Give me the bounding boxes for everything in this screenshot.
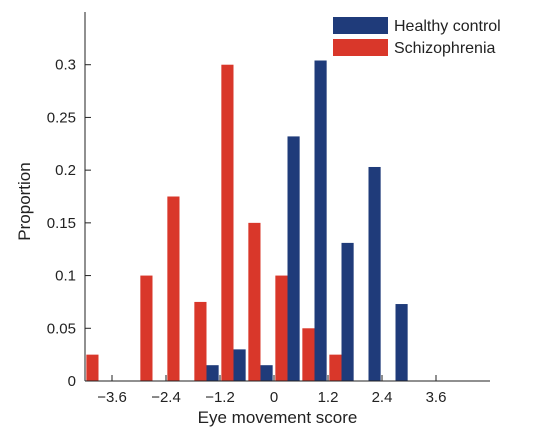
ticks-layer: 0 0.05 0.1 0.15 0.2 0.25 0.3 −3.6 −2.4 −1.2 0 1.2 2.… — [47, 57, 447, 406]
bar-schizophrenia-9 — [329, 354, 342, 381]
bar-healthy-control-7 — [287, 136, 300, 381]
bar-healthy-control-6 — [260, 365, 273, 381]
legend-swatch-healthy-control — [333, 17, 388, 34]
bar-healthy-control-5 — [233, 349, 246, 381]
x-tick-label-3: 0 — [270, 389, 278, 406]
y-tick-label-5: 0.25 — [47, 109, 76, 126]
x-tick-label-2: −1.2 — [205, 389, 235, 406]
bar-healthy-control-8 — [314, 60, 327, 381]
bar-schizophrenia-3 — [167, 196, 180, 381]
bar-schizophrenia-5 — [221, 64, 234, 382]
bar-healthy-control-11 — [395, 304, 408, 381]
axes-layer — [84, 12, 490, 382]
bars-layer — [86, 60, 408, 382]
bar-healthy-control-10 — [368, 166, 381, 381]
x-axis-label: Eye movement score — [198, 408, 358, 427]
bar-schizophrenia-8 — [302, 328, 315, 381]
bar-schizophrenia-0 — [86, 354, 99, 381]
bar-schizophrenia-2 — [140, 275, 153, 381]
x-tick-label-4: 1.2 — [318, 389, 339, 406]
bar-schizophrenia-7 — [275, 275, 288, 381]
legend-label-healthy-control: Healthy control — [394, 18, 501, 35]
x-tick-label-0: −3.6 — [97, 389, 127, 406]
legend-swatch-schizophrenia — [333, 39, 388, 56]
y-axis-label: Proportion — [15, 162, 34, 240]
y-tick-label-3: 0.15 — [47, 215, 76, 232]
bar-schizophrenia-6 — [248, 222, 261, 381]
x-tick-label-5: 2.4 — [372, 389, 393, 406]
y-tick-label-2: 0.1 — [55, 268, 76, 285]
x-tick-label-1: −2.4 — [151, 389, 181, 406]
legend: Healthy control Schizophrenia — [333, 17, 501, 57]
legend-label-schizophrenia: Schizophrenia — [394, 40, 496, 57]
y-tick-label-0: 0 — [68, 373, 76, 390]
x-tick-label-6: 3.6 — [426, 389, 447, 406]
bar-healthy-control-9 — [341, 242, 354, 381]
bar-healthy-control-4 — [206, 365, 219, 381]
y-tick-label-6: 0.3 — [55, 57, 76, 74]
y-tick-label-4: 0.2 — [55, 162, 76, 179]
bar-schizophrenia-4 — [194, 301, 207, 381]
y-tick-label-1: 0.05 — [47, 320, 76, 337]
